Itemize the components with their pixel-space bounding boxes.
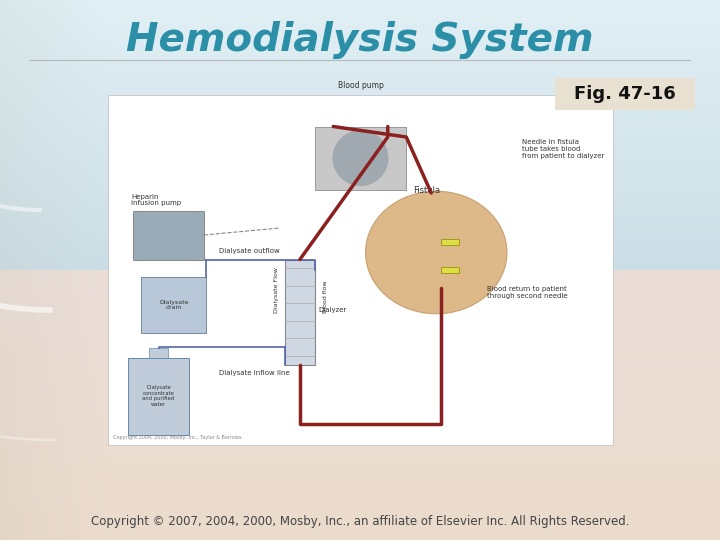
Bar bbox=[141, 277, 207, 333]
Text: Dialysate
concentrate
and purified
water: Dialysate concentrate and purified water bbox=[143, 385, 174, 407]
Text: Needle in fistula
tube takes blood
from patient to dialyzer: Needle in fistula tube takes blood from … bbox=[522, 139, 605, 159]
Text: Dialysate outflow: Dialysate outflow bbox=[219, 247, 280, 253]
Text: Hemodialysis System: Hemodialysis System bbox=[126, 21, 594, 59]
Bar bbox=[128, 357, 189, 435]
Bar bbox=[555, 78, 695, 110]
Bar bbox=[284, 260, 315, 365]
Bar bbox=[315, 126, 406, 190]
Bar bbox=[133, 211, 204, 260]
Text: Dialysate
drain: Dialysate drain bbox=[159, 300, 189, 310]
Text: Dialysate inflow line: Dialysate inflow line bbox=[219, 370, 290, 376]
Bar bbox=[150, 348, 168, 357]
Text: Blood return to patient
through second needle: Blood return to patient through second n… bbox=[487, 286, 567, 299]
Bar bbox=[441, 239, 459, 245]
Text: Blood pump: Blood pump bbox=[338, 81, 384, 90]
Text: Fistula: Fistula bbox=[413, 186, 440, 195]
Text: Blood flow: Blood flow bbox=[323, 280, 328, 313]
Text: Copyright 2004, 2000, Mosby, Inc., Taylor & Barrows.: Copyright 2004, 2000, Mosby, Inc., Taylo… bbox=[113, 435, 243, 440]
Text: Copyright © 2007, 2004, 2000, Mosby, Inc., an affiliate of Elsevier Inc. All Rig: Copyright © 2007, 2004, 2000, Mosby, Inc… bbox=[91, 516, 629, 529]
Text: Fig. 47-16: Fig. 47-16 bbox=[574, 85, 676, 103]
Ellipse shape bbox=[366, 191, 507, 314]
Bar bbox=[441, 267, 459, 273]
Text: Dialyzer: Dialyzer bbox=[318, 307, 346, 313]
Text: Heparin
infusion pump: Heparin infusion pump bbox=[131, 193, 181, 206]
Circle shape bbox=[333, 131, 388, 185]
Text: Dialysate Flow: Dialysate Flow bbox=[274, 267, 279, 313]
Bar bbox=[108, 95, 613, 445]
